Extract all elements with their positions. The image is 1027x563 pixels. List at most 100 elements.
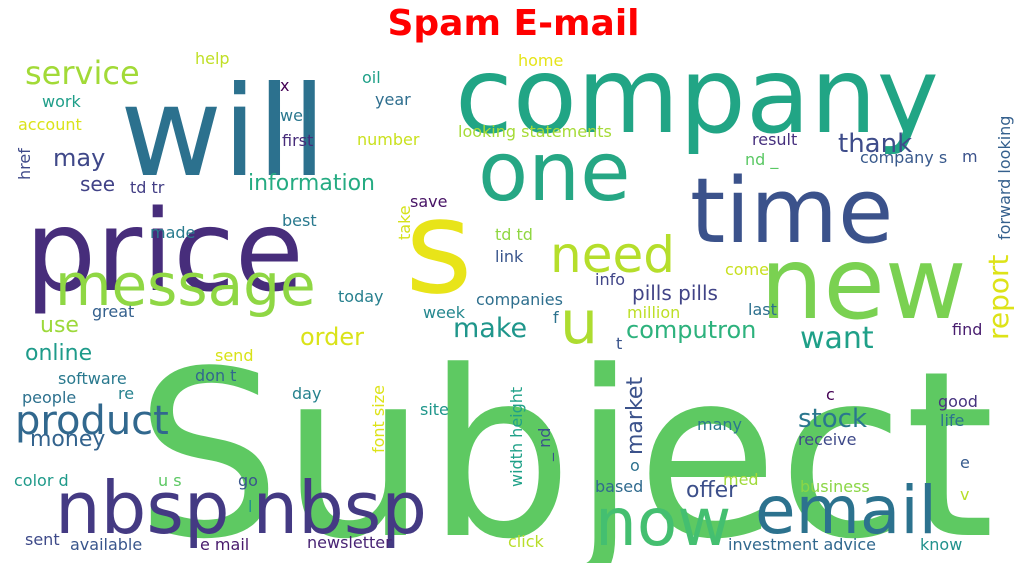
word-receive: receive xyxy=(798,430,856,449)
word-sent: sent xyxy=(25,530,60,549)
word-information: information xyxy=(248,171,375,196)
word-x: x xyxy=(280,76,289,95)
word-made: made xyxy=(150,223,195,242)
word-people: people xyxy=(22,388,76,407)
word-go: go xyxy=(238,471,258,490)
word-computron: computron xyxy=(626,316,756,344)
word-one: one xyxy=(478,125,631,220)
word-td-td: td td xyxy=(495,225,533,244)
word-find: find xyxy=(952,320,982,339)
word-subject: Subject xyxy=(135,323,995,563)
word-account: account xyxy=(18,115,82,134)
word-order: order xyxy=(300,323,364,351)
word-nd: _ nd xyxy=(535,428,555,462)
word-link: link xyxy=(495,247,524,266)
word-message: message xyxy=(55,251,316,319)
word-email: email xyxy=(755,472,937,549)
word-product: product xyxy=(15,398,169,444)
word-need: need xyxy=(550,226,675,284)
word-forward-looking: forward looking xyxy=(995,116,1014,240)
word-width-height: width height xyxy=(507,387,526,487)
word-may: may xyxy=(53,144,105,172)
word-s: s xyxy=(405,171,473,323)
word-v: v xyxy=(960,485,969,504)
word-thank: thank xyxy=(838,129,912,159)
word-available: available xyxy=(70,535,142,554)
word-don-t: don t xyxy=(195,366,236,385)
word-m: m xyxy=(962,147,978,166)
word-software: software xyxy=(58,369,127,388)
word-life: life xyxy=(940,411,964,430)
word-offer: offer xyxy=(686,478,738,503)
word-send: send xyxy=(215,346,253,365)
word-info: info xyxy=(595,270,625,289)
word-oil: oil xyxy=(362,68,381,87)
word-based: based xyxy=(595,477,643,496)
word-help: help xyxy=(195,49,230,68)
word-take: take xyxy=(395,205,414,240)
word-see: see xyxy=(80,172,115,196)
word-companies: companies xyxy=(476,290,563,309)
word-home: home xyxy=(518,51,563,70)
word-good: good xyxy=(938,392,978,411)
word-td-tr: td tr xyxy=(130,178,165,197)
word-re: re xyxy=(118,384,134,403)
word-work: work xyxy=(42,92,81,111)
word-company: company xyxy=(455,35,939,157)
word-know: know xyxy=(920,535,962,554)
word-href: href xyxy=(15,148,34,180)
word-make: make xyxy=(453,313,527,344)
word-market: market xyxy=(623,377,648,455)
word-business: business xyxy=(800,477,870,496)
word-today: today xyxy=(338,287,384,306)
word-online: online xyxy=(25,341,92,366)
word-many: many xyxy=(697,415,742,434)
word-f: f xyxy=(553,308,559,327)
word-click: click xyxy=(508,532,544,551)
word-now: now xyxy=(595,484,731,561)
word-color-d: color d xyxy=(14,471,69,490)
word-price: price xyxy=(25,187,304,317)
word-o: o xyxy=(630,456,640,475)
word-c: c xyxy=(826,385,835,404)
word-e-mail: e mail xyxy=(200,535,249,554)
word-pills-pills: pills pills xyxy=(632,281,718,305)
word-first: first xyxy=(282,131,313,150)
word-service: service xyxy=(25,54,140,92)
word-money: money xyxy=(30,427,105,452)
word-use: use xyxy=(40,313,79,338)
chart-title: Spam E-mail xyxy=(387,3,640,44)
word-great: great xyxy=(92,302,134,321)
word-time: time xyxy=(690,159,893,264)
word-u-s: u s xyxy=(158,471,182,490)
word-t: t xyxy=(616,334,622,353)
word-font-size: font size xyxy=(369,385,388,453)
word-investment-advice: investment advice xyxy=(728,535,876,554)
word-stock: stock xyxy=(798,404,867,434)
word-newsletter: newsletter xyxy=(307,533,392,552)
word-last: last xyxy=(748,300,777,319)
word-best: best xyxy=(282,211,317,230)
word-nbsp-nbsp: nbsp nbsp xyxy=(55,466,427,550)
word-well: well xyxy=(280,106,312,125)
word-year: year xyxy=(375,90,411,109)
word-want: want xyxy=(800,321,874,356)
word-will: will xyxy=(120,60,326,205)
word-company-s: company s xyxy=(860,148,947,167)
word-million: million xyxy=(627,303,680,322)
word-week: week xyxy=(423,303,466,322)
word-looking-statements: looking statements xyxy=(458,122,612,141)
word-new: new xyxy=(760,225,967,342)
word-come: come xyxy=(725,260,769,279)
word-med: med xyxy=(723,470,759,489)
word-report: report xyxy=(982,254,1015,340)
word-number: number xyxy=(357,130,420,149)
word-result: result xyxy=(752,130,797,149)
word-l: l xyxy=(248,497,252,516)
word-u: u xyxy=(560,288,598,358)
word-e: e xyxy=(960,453,970,472)
word-site: site xyxy=(420,400,449,419)
word-day: day xyxy=(292,384,321,403)
word-save: save xyxy=(410,192,447,211)
